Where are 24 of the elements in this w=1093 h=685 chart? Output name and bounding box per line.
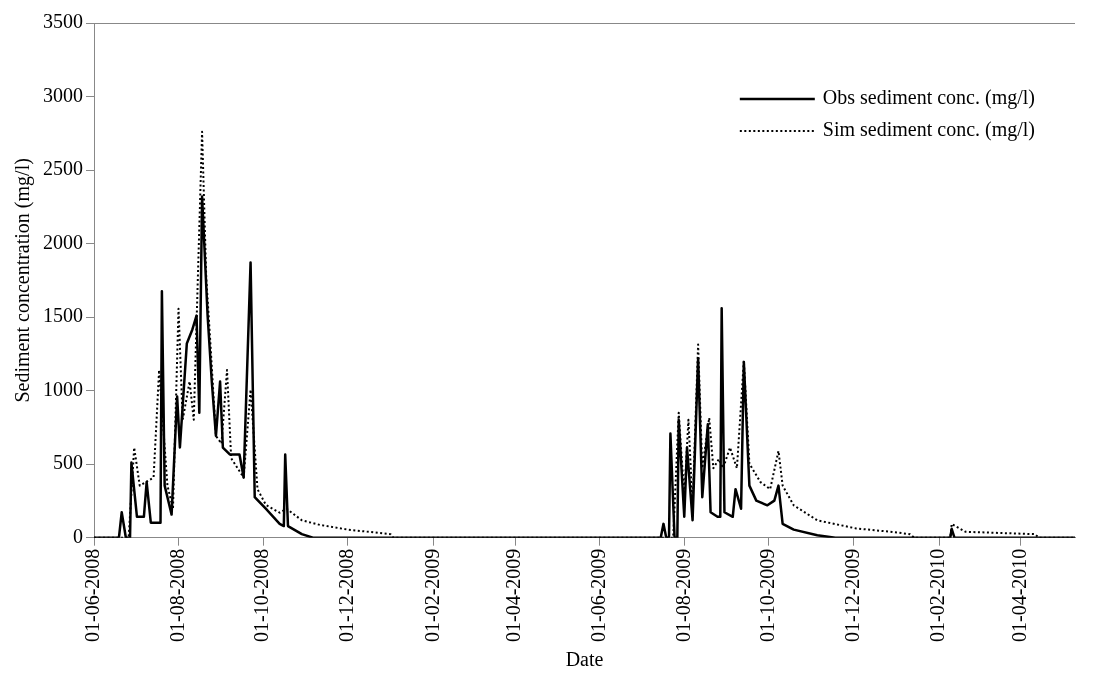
y-axis-title: Sediment concentration (mg/l) (11, 158, 35, 403)
y-tick-label: 3000 (43, 83, 83, 106)
x-tick-label: 01-06-2008 (81, 548, 104, 643)
y-tick-label: 500 (53, 451, 83, 474)
x-tick-label: 01-12-2008 (334, 548, 357, 643)
x-tick-label: 01-04-2009 (502, 548, 525, 643)
x-tick-label: 01-12-2009 (840, 548, 863, 643)
legend-label: Obs sediment conc. (mg/l) (822, 86, 1035, 110)
x-tick-label: 01-10-2009 (756, 548, 779, 643)
x-tick-label: 01-06-2009 (586, 548, 609, 643)
y-tick-label: 3500 (43, 10, 83, 33)
x-tick-label: 01-10-2008 (250, 548, 273, 643)
x-tick-label: 01-08-2008 (165, 548, 188, 643)
x-tick-label: 01-02-2010 (926, 548, 949, 643)
x-tick-label: 01-02-2009 (420, 548, 443, 643)
legend-label: Sim sediment conc. (mg/l) (822, 118, 1035, 142)
x-tick-label: 01-04-2010 (1008, 548, 1031, 643)
y-tick-label: 1500 (43, 304, 83, 327)
x-tick-label: 01-08-2009 (671, 548, 694, 643)
y-tick-label: 2000 (43, 230, 83, 253)
y-tick-label: 1000 (43, 377, 83, 400)
y-tick-label: 2500 (43, 157, 83, 180)
y-tick-label: 0 (73, 524, 83, 547)
x-axis-title: Date (565, 648, 604, 671)
